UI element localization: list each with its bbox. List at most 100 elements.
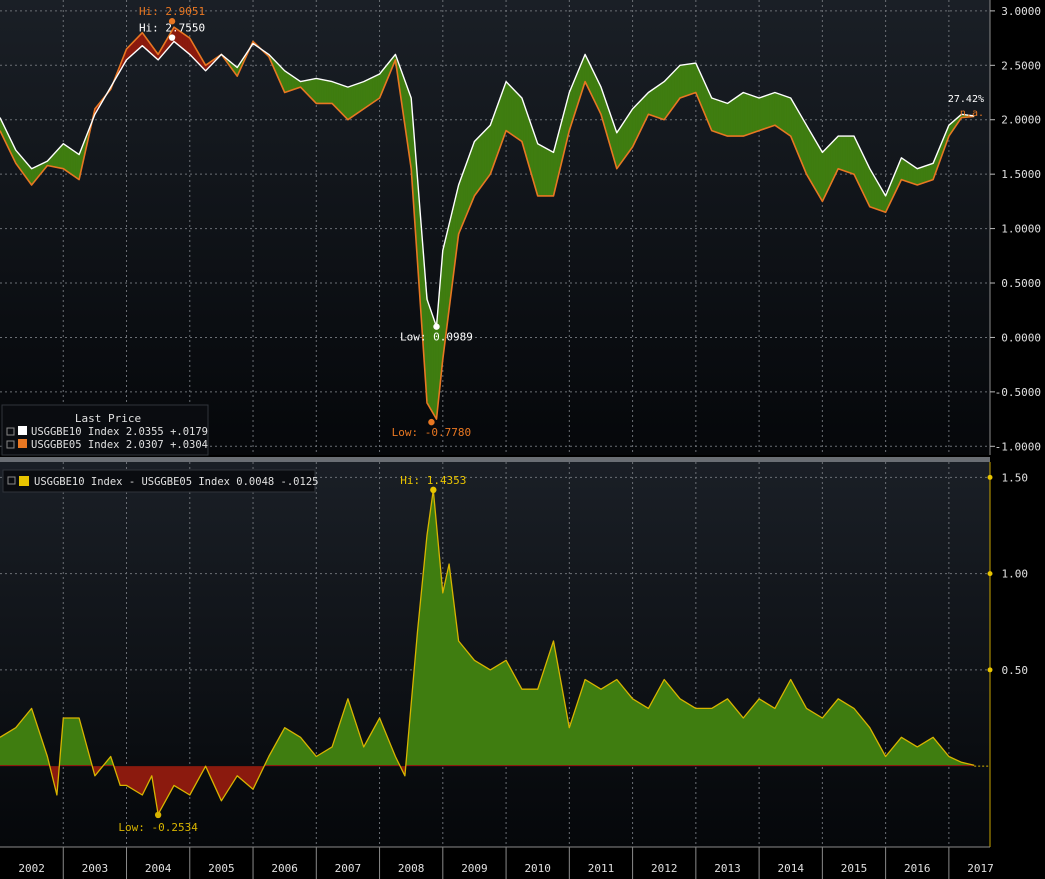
top-spread-fill-segment [737,93,741,137]
top-spread-fill-segment [688,63,692,96]
top-gridlines [0,0,990,455]
top-spread-fill-segment [742,92,746,137]
top-spread-fill-segment [355,83,359,116]
legend-header: Last Price [75,412,141,425]
bottom-spread-fill [0,489,990,815]
top-spread-fill-segment [786,96,790,136]
top-spread-fill-segment [481,130,485,187]
top-spread-fill-segment [774,92,778,128]
top-spread-fill-segment [842,135,846,172]
top-spread-fill-segment [550,150,554,197]
x-tick-label: 2003 [82,862,109,875]
top-spread-fill-segment [805,123,809,178]
annotation-dot [430,486,437,494]
top-spread-fill-segment [654,85,658,118]
x-tick-label: 2013 [714,862,741,875]
annotation-label: Low: -0.2534 [118,821,198,834]
annotation-label: Hi: 2.7550 [139,22,205,35]
top-spread-fill-segment [540,144,544,197]
top-spread-fill-segment [927,163,931,182]
top-spread-fill-segment [352,84,356,117]
top-spread-fill-segment [847,135,851,174]
top-spread-fill-segment [657,83,661,119]
top-spread-fill-segment [289,73,293,92]
top-spread-fill-segment [808,127,812,183]
top-spread-fill-segment [347,85,352,121]
top-spread-fill-segment [60,142,64,170]
top-spread-fill-segment [508,83,512,135]
top-spread-fill-segment [477,135,481,193]
top-spread-fill-segment [662,80,666,120]
top-spread-fill-segment [771,92,775,127]
top-spread-fill-segment [796,106,800,156]
legend-box [2,469,316,493]
top-spread-fill-segment [679,64,683,100]
x-tick-label: 2012 [651,862,678,875]
top-spread-fill-segment [63,143,67,172]
top-spread-fill-segment [542,146,546,197]
right-series-label: 27.42% [948,94,984,105]
top-spread-fill-segment [900,158,904,181]
x-tick-label: 2017 [967,862,994,875]
top-spread-fill-segment [620,121,624,164]
top-y-tick-label: 0.5000 [1001,277,1041,290]
top-spread-fill-segment [788,96,792,139]
x-tick-label: 2007 [335,862,362,875]
top-spread-fill-segment [664,77,668,120]
x-axis-background [0,847,1045,879]
top-spread-fill-segment [676,65,680,103]
top-spread-fill-segment [735,95,739,137]
top-spread-fill-segment [311,78,315,102]
top-spread-fill-segment [866,162,870,207]
spread-line [0,489,975,815]
top-spread-fill-segment [710,96,714,132]
top-y-tick-label: 3.0000 [1001,5,1041,18]
legend-swatch [19,476,29,486]
top-spread-fill-segment [472,140,476,201]
top-spread-fill-segment [628,110,632,154]
top-spread-fill-segment [783,95,787,134]
top-spread-fill-segment [489,120,493,176]
series-line-usggbe05 [0,26,975,420]
top-y-tick-label: -0.5000 [995,386,1041,399]
top-spread-fill-segment [869,166,873,209]
top-spread-fill-segment [506,81,510,134]
top-spread-fill-segment [864,157,868,202]
annotation-dot [168,34,176,41]
top-spread-fill-segment [732,97,736,137]
top-spread-fill-segment [494,106,498,163]
top-series-lines [0,26,975,420]
x-tick-label: 2011 [588,862,615,875]
legend-swatch [18,426,27,435]
top-spread-fill-segment [718,99,722,135]
top-spread-fill-segment [374,74,378,102]
bottom-legend: USGGBE10 Index - USGGBE05 Index 0.0048 -… [2,469,318,493]
top-spread-fill-segment [910,163,914,185]
top-spread-fill-segment [922,165,926,184]
top-spread-fill-segment [520,97,524,148]
top-spread-fill-segment [752,95,756,134]
top-axis-ticks: 3.0000 2.5000 2.0000 1.5000 1.0000 0.5000 0.00… [990,5,1041,453]
top-spread-fill-segment [930,162,934,181]
top-spread-fill-segment [65,144,69,173]
top-spread-fill-segment [827,143,831,190]
x-tick-label: 2008 [398,862,425,875]
legend-expand-icon [7,476,16,485]
top-spread-fill-segment [360,81,364,112]
top-spread-fill-segment [357,82,361,114]
top-spread-fill-segment [854,137,858,182]
top-spread-fill-segment [535,138,539,197]
x-tick-label: 2004 [145,862,172,875]
top-spread-fill-segment [744,92,748,136]
top-spread-fill-segment [920,166,924,185]
top-spread-fill-segment [501,86,505,143]
top-spread-fill-segment [333,81,337,109]
top-spread-fill-segment [825,145,829,195]
top-spread-fill-segment [691,63,695,95]
top-y-tick-label: 0.0000 [1001,331,1041,344]
top-spread-fill-segment [671,70,675,110]
bottom-axis-tick-dot [987,667,993,673]
top-spread-fill-segment [925,164,929,183]
top-spread-fill-segment [818,144,822,200]
